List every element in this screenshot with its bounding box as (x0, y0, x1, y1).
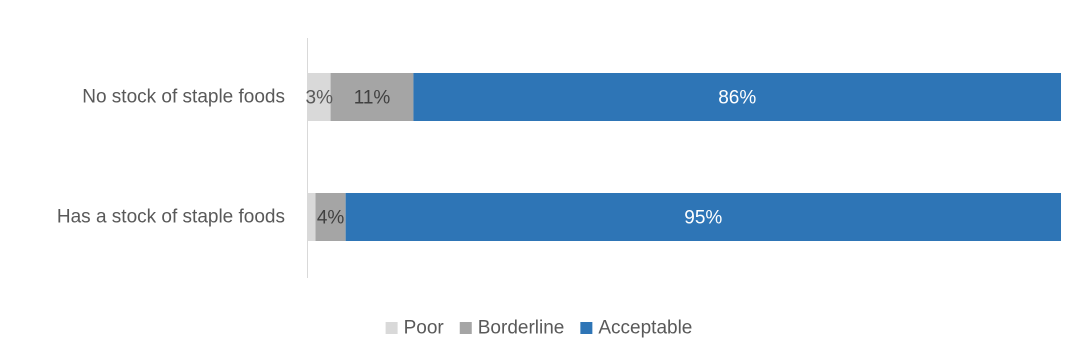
bars-group (308, 73, 1061, 241)
legend-label-borderline: Borderline (478, 318, 565, 339)
data-label-poor-no-stock-of-staple-foods: 3% (306, 88, 334, 109)
bar-acceptable-has-a-stock-of-staple-foods (345, 193, 1061, 241)
data-label-borderline-no-stock-of-staple-foods: 11% (354, 88, 391, 109)
data-labels: 3% 11% 86% 4% 95% (306, 88, 757, 229)
legend-label-acceptable: Acceptable (598, 318, 692, 339)
category-label-no-stock-of-staple-foods: No stock of staple foods (82, 87, 285, 108)
bar-poor-has-a-stock-of-staple-foods (308, 193, 316, 241)
legend-swatch-acceptable (580, 322, 593, 334)
legend-swatch-borderline (459, 322, 472, 334)
bar-borderline-has-a-stock-of-staple-foods (315, 193, 346, 241)
bar-borderline-no-stock-of-staple-foods (330, 73, 414, 121)
data-label-borderline-has-a-stock-of-staple-foods: 4% (317, 208, 345, 229)
legend-swatch-poor (385, 322, 398, 334)
bar-poor-no-stock-of-staple-foods (308, 73, 331, 121)
category-label-has-a-stock-of-staple-foods: Has a stock of staple foods (57, 207, 285, 228)
legend-label-poor: Poor (404, 318, 445, 339)
data-label-acceptable-no-stock-of-staple-foods: 86% (718, 88, 756, 109)
data-label-acceptable-has-a-stock-of-staple-foods: 95% (684, 208, 722, 229)
bar-acceptable-no-stock-of-staple-foods (413, 73, 1061, 121)
legend: Poor Borderline Acceptable (385, 318, 692, 339)
category-labels: No stock of staple foods Has a stock of s… (57, 87, 285, 228)
